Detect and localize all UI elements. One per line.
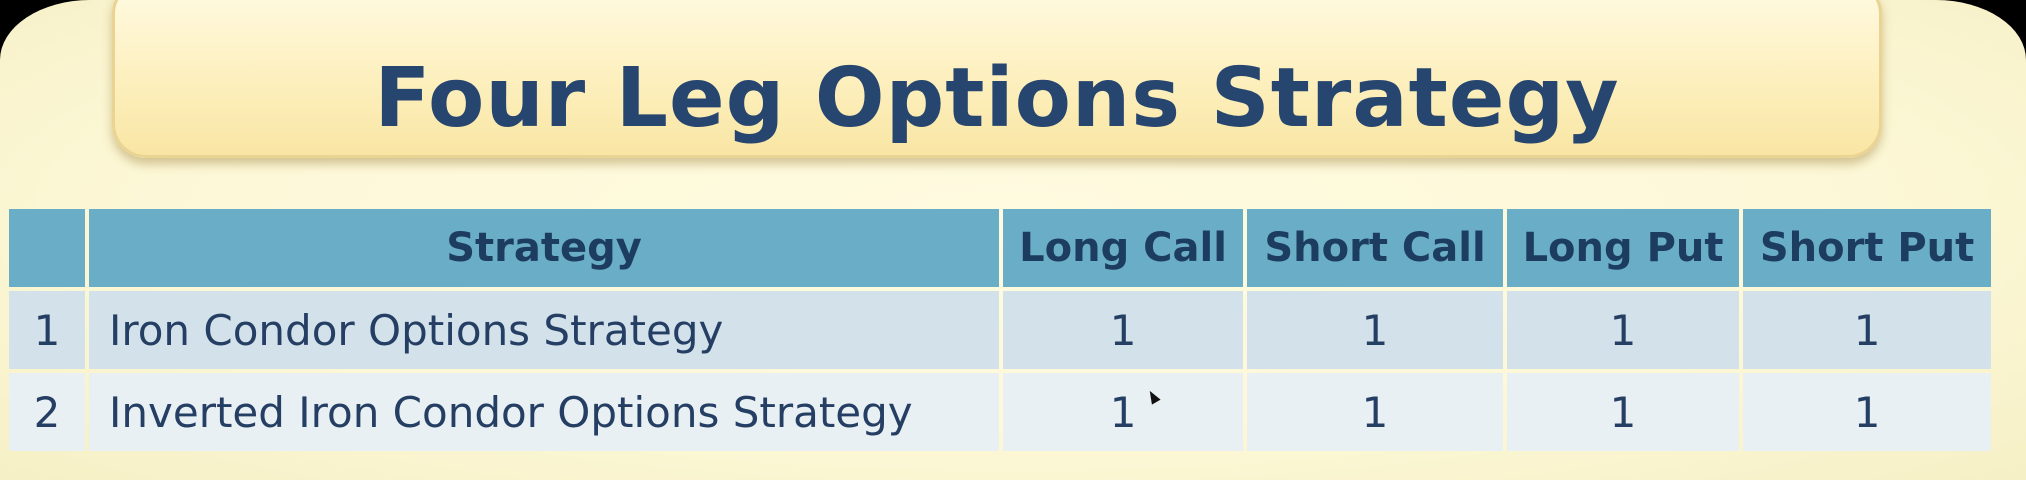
- header-long-call: Long Call: [1003, 209, 1244, 287]
- long-put-cell: 1: [1506, 373, 1740, 451]
- header-long-put: Long Put: [1506, 209, 1740, 287]
- short-put-cell: 1: [1743, 291, 1991, 369]
- row-number: 1: [9, 291, 85, 369]
- table-header-row: Strategy Long Call Short Call Long Put S…: [9, 209, 1991, 287]
- title-box: Four Leg Options Strategy: [112, 0, 1882, 158]
- long-call-cell: 1: [1003, 291, 1244, 369]
- short-put-cell: 1: [1743, 373, 1991, 451]
- header-number: [9, 209, 85, 287]
- strategy-table: Strategy Long Call Short Call Long Put S…: [5, 205, 1995, 455]
- page-title: Four Leg Options Strategy: [374, 50, 1620, 146]
- long-put-cell: 1: [1506, 291, 1740, 369]
- table-row: 2 Inverted Iron Condor Options Strategy …: [9, 373, 1991, 451]
- table-row: 1 Iron Condor Options Strategy 1 1 1 1: [9, 291, 1991, 369]
- strategy-name: Inverted Iron Condor Options Strategy: [89, 373, 999, 451]
- strategy-name: Iron Condor Options Strategy: [89, 291, 999, 369]
- short-call-cell: 1: [1247, 291, 1503, 369]
- row-number: 2: [9, 373, 85, 451]
- header-short-put: Short Put: [1743, 209, 1991, 287]
- long-call-cell: 1: [1003, 373, 1244, 451]
- header-short-call: Short Call: [1247, 209, 1503, 287]
- header-strategy: Strategy: [89, 209, 999, 287]
- short-call-cell: 1: [1247, 373, 1503, 451]
